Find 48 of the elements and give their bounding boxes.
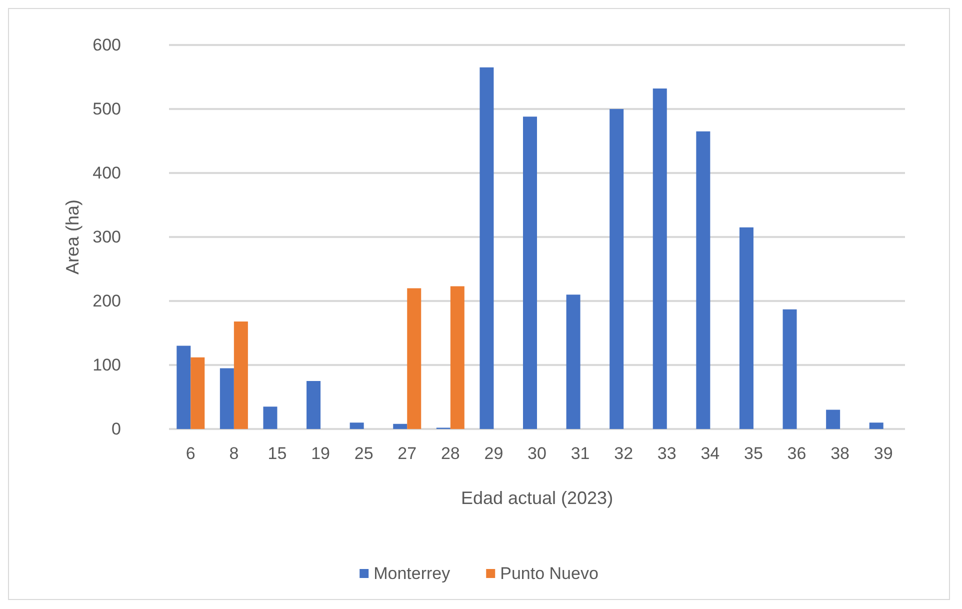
x-tick-label: 28	[440, 444, 460, 463]
x-tick-label: 34	[700, 444, 720, 463]
x-tick-label: 25	[354, 444, 374, 463]
y-tick-label: 200	[92, 292, 121, 310]
x-tick-label: 30	[528, 444, 546, 463]
bar	[480, 67, 494, 429]
x-tick-label: 32	[614, 444, 634, 463]
x-tick-label: 6	[186, 444, 196, 463]
bar	[176, 346, 191, 429]
x-tick-label: 33	[657, 444, 676, 463]
y-tick-label: 0	[112, 420, 121, 438]
bar	[350, 422, 364, 429]
bar	[610, 109, 624, 429]
legend-label: Monterrey	[374, 564, 451, 583]
bar	[407, 288, 422, 429]
bar	[190, 357, 205, 429]
y-tick-label: 600	[92, 36, 121, 54]
x-tick-label: 35	[744, 444, 763, 463]
x-tick-label: 31	[570, 444, 590, 463]
bar	[652, 88, 667, 429]
bar	[566, 294, 580, 429]
bar	[220, 368, 234, 429]
bar	[234, 321, 248, 429]
bar	[523, 116, 537, 429]
x-tick-label: 29	[484, 444, 504, 463]
bar	[739, 227, 754, 429]
x-tick-label: 15	[268, 444, 287, 463]
y-axis-title: Area (ha)	[62, 199, 83, 275]
x-tick-label: 19	[311, 444, 330, 463]
y-tick-label: 400	[92, 164, 121, 182]
bar	[782, 309, 797, 429]
bar	[826, 410, 840, 429]
bar	[869, 422, 884, 429]
x-tick-label: 27	[398, 444, 417, 463]
bar	[306, 381, 321, 429]
y-tick-label: 100	[92, 356, 121, 374]
bar	[450, 286, 464, 429]
x-axis-title: Edad actual (2023)	[460, 488, 614, 508]
x-tick-label: 38	[830, 444, 850, 463]
y-tick-label: 500	[92, 100, 121, 118]
x-tick-label: 8	[229, 444, 239, 463]
x-tick-label: 39	[874, 444, 893, 463]
bar	[696, 131, 710, 429]
x-tick-label: 36	[787, 444, 806, 463]
y-tick-label: 300	[92, 228, 121, 246]
bar	[263, 406, 278, 429]
legend-label: Punto Nuevo	[500, 564, 598, 583]
bar	[393, 424, 408, 429]
